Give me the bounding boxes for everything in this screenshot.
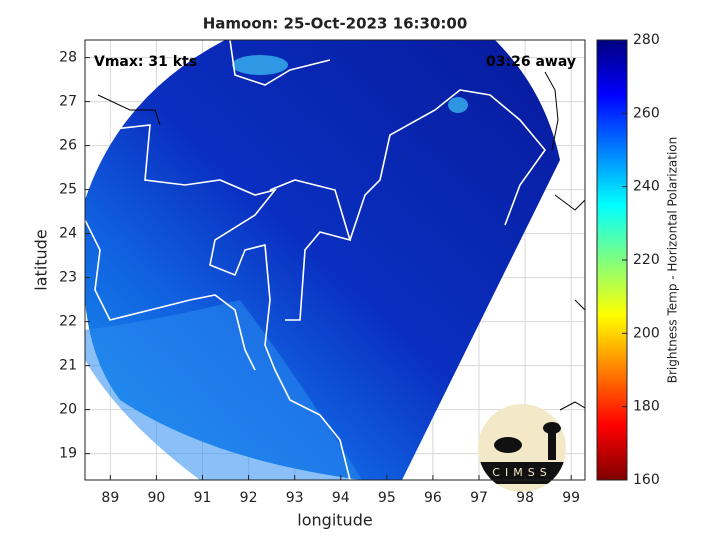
warm-region [85,300,362,480]
coastline [85,219,256,371]
border [349,89,547,241]
y-tick-label: 21 [59,358,77,374]
x-tick-label: 91 [194,490,212,506]
x-tick-label: 98 [516,490,534,506]
y-tick-label: 19 [59,446,77,462]
x-tick-label: 89 [101,490,119,506]
border [559,401,585,411]
x-tick-label: 95 [378,490,396,506]
cold-spot [232,55,288,75]
y-tick-label: 23 [59,270,77,286]
border [269,179,352,321]
y-tick-label: 27 [59,94,77,110]
logo-band [478,462,566,484]
colorbar-label: Brightness Temp - Horizontal Polarizatio… [666,137,680,384]
y-axis-label: latitude [32,229,51,290]
border [97,94,161,126]
annotation: Vmax: 31 kts [94,54,197,70]
y-tick-label: 22 [59,314,77,330]
x-tick-label: 97 [470,490,488,506]
colorbar-tick-label: 160 [633,472,660,488]
coastline [85,124,351,480]
colorbar-tick-label: 200 [633,325,660,341]
annotation: 03:26 away [486,54,576,70]
logo-tower [548,430,556,460]
border [574,299,585,311]
axes-box [84,39,586,481]
cold-spot [448,97,468,113]
border [544,71,559,151]
logo-tank [543,422,561,434]
logo-dish [494,437,522,453]
x-tick-label: 99 [562,490,580,506]
x-tick-label: 90 [148,490,166,506]
x-tick-label: 96 [424,490,442,506]
y-tick-label: 26 [59,138,77,154]
x-tick-label: 92 [240,490,258,506]
y-tick-label: 25 [59,182,77,198]
y-tick-label: 20 [59,402,77,418]
x-tick-label: 94 [332,490,350,506]
y-tick-label: 28 [59,50,77,66]
y-tick-label: 24 [59,226,77,242]
border [554,194,585,211]
colorbar-tick-label: 260 [633,105,660,121]
chart-title: Hamoon: 25-Oct-2023 16:30:00 [203,15,468,33]
colorbar-tick-label: 280 [633,32,660,48]
colorbar-tick-label: 180 [633,399,660,415]
swath [85,40,585,480]
logo-text: CIMSS [492,466,551,479]
logo: CIMSS [478,404,566,492]
x-tick-label: 93 [286,490,304,506]
border [229,40,331,86]
colorbar-tick-label: 220 [633,252,660,268]
colorbar-tick-label: 240 [633,179,660,195]
x-axis-label: longitude [297,511,372,530]
